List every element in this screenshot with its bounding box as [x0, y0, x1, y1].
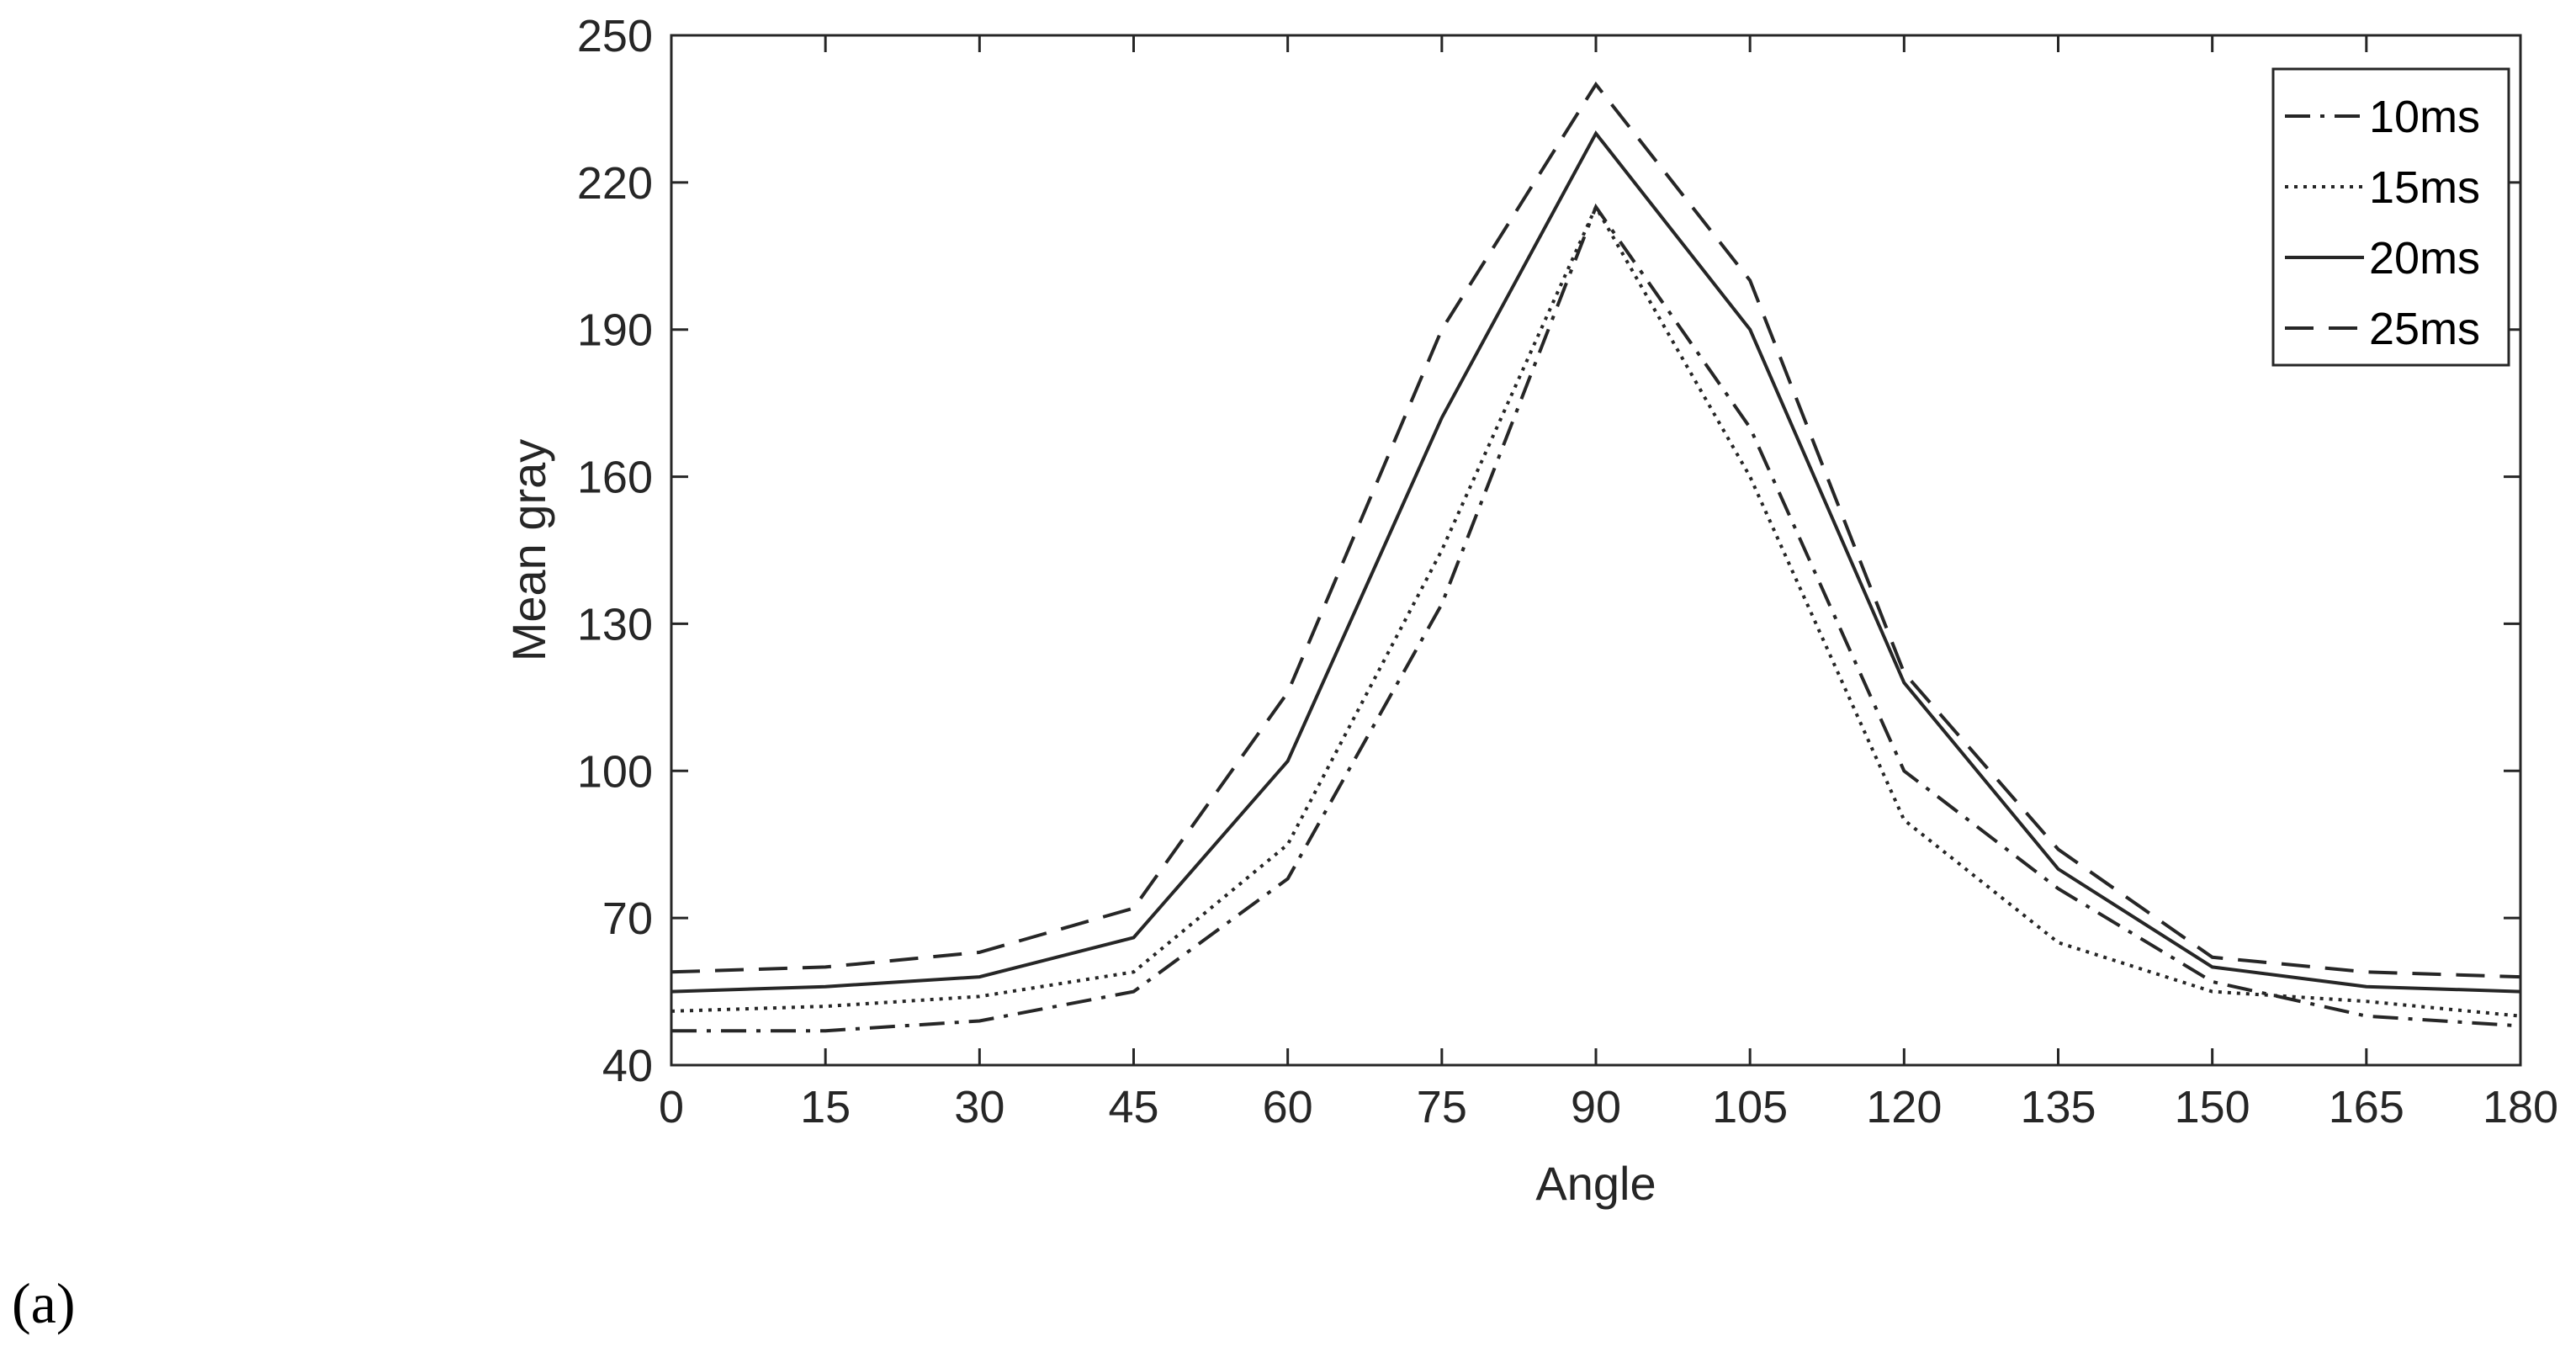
y-tick-label: 130	[577, 599, 653, 650]
series-line-15ms	[671, 203, 2521, 1018]
y-tick-label: 250	[577, 11, 653, 61]
y-axis-label: Mean gray	[502, 439, 555, 662]
x-tick-label: 0	[659, 1082, 684, 1132]
series-line-25ms	[671, 81, 2521, 979]
y-tick-label: 70	[602, 893, 653, 944]
legend-label: 10ms	[2369, 92, 2480, 142]
x-tick-label: 180	[2483, 1082, 2558, 1132]
series-line-20ms	[671, 130, 2521, 994]
x-tick-label: 45	[1108, 1082, 1158, 1132]
x-tick-label: 105	[1712, 1082, 1788, 1132]
x-tick-label: 90	[1571, 1082, 1621, 1132]
tick-layer: 0 15 30 45 60 75 90 105 120 135 150 165 180 40 70 100 13…	[577, 11, 2558, 1132]
y-tick-label: 190	[577, 305, 653, 356]
x-tick-label: 30	[954, 1082, 1004, 1132]
x-axis-label: Angle	[1535, 1157, 1656, 1210]
panel-label: (a)	[12, 1271, 76, 1335]
x-tick-label: 60	[1263, 1082, 1313, 1132]
legend-label: 15ms	[2369, 162, 2480, 213]
plot-area	[670, 34, 2522, 1067]
x-tick-label: 120	[1866, 1082, 1942, 1132]
series-layer	[671, 81, 2521, 1033]
legend-label: 25ms	[2369, 304, 2480, 354]
legend-box	[2271, 67, 2510, 367]
x-tick-label: 135	[2020, 1082, 2096, 1132]
series-line-10ms	[671, 203, 2521, 1033]
x-tick-label: 165	[2329, 1082, 2404, 1132]
plot-frame	[670, 34, 2522, 1067]
legend: 10ms 15ms 20ms 25ms	[2271, 67, 2510, 367]
y-tick-label: 160	[577, 453, 653, 503]
legend-label: 20ms	[2369, 233, 2480, 284]
x-tick-label: 150	[2175, 1082, 2250, 1132]
x-tick-label: 75	[1417, 1082, 1467, 1132]
x-tick-label: 15	[800, 1082, 851, 1132]
y-tick-label: 220	[577, 158, 653, 209]
y-tick-label: 40	[602, 1041, 653, 1091]
y-tick-label: 100	[577, 746, 653, 797]
